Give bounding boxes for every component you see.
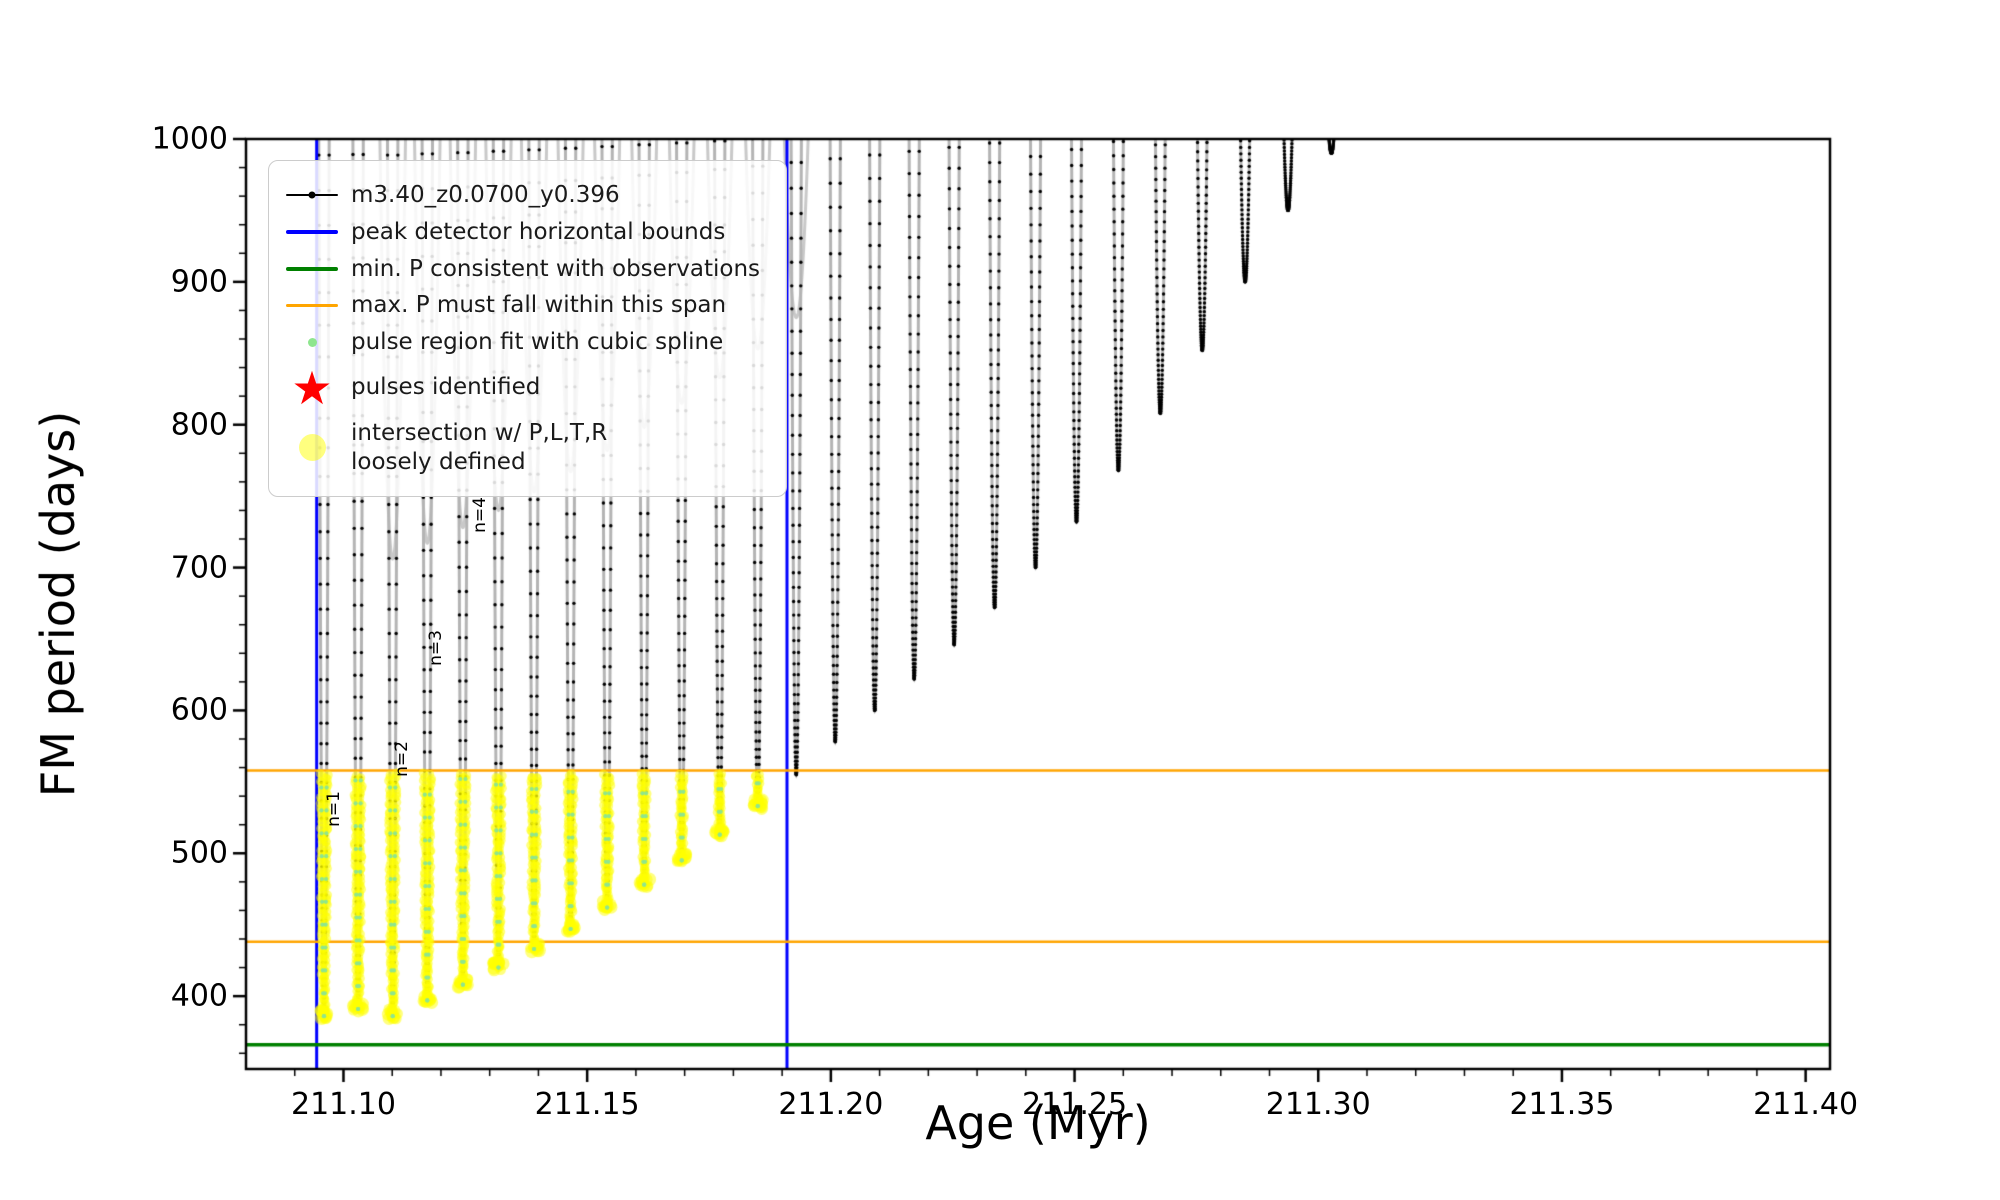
y-tick-label: 400 — [170, 978, 228, 1014]
x-tick-label: 211.40 — [1753, 1087, 1859, 1122]
legend-item-max-p: max. P must fall within this span — [283, 291, 760, 320]
green-line-marker — [283, 266, 341, 271]
x-tick-label: 211.25 — [1022, 1087, 1128, 1122]
legend-label: pulse region fit with cubic spline — [351, 329, 724, 355]
x-tick-label: 211.30 — [1265, 1087, 1371, 1122]
legend-item-track: m3.40_z0.0700_y0.396 — [283, 181, 760, 210]
blue-line-marker — [283, 230, 341, 235]
y-tick-label: 700 — [170, 550, 228, 586]
legend-line — [286, 304, 338, 308]
y-tick-label: 500 — [170, 835, 228, 871]
legend-dot — [308, 191, 316, 199]
legend-item-pulses: ★ pulses identified — [283, 365, 760, 411]
series-line-marker — [283, 191, 341, 199]
legend-label: min. P consistent with observations — [351, 255, 761, 282]
orange-line-marker — [283, 304, 341, 308]
legend-line — [286, 230, 338, 235]
legend-label: pulses identified — [351, 374, 541, 401]
pulse-annotation: n=1 — [323, 791, 344, 827]
x-tick-label: 211.15 — [534, 1087, 640, 1122]
star-glyph: ★ — [291, 360, 333, 415]
yellow-dot-marker — [283, 434, 341, 461]
star-icon: ★ — [283, 365, 341, 411]
legend-item-intersection: intersection w/ P,L,T,R loosely defined — [283, 419, 760, 477]
pulse-annotation: n=2 — [391, 741, 412, 777]
legend-item-spline: pulse region fit with cubic spline — [283, 328, 760, 357]
y-tick-label: 800 — [170, 407, 228, 443]
legend-item-peak-bounds: peak detector horizontal bounds — [283, 218, 760, 247]
legend-item-min-p: min. P consistent with observations — [283, 255, 760, 284]
x-tick-label: 211.20 — [778, 1087, 884, 1122]
x-tick-label: 211.10 — [290, 1087, 396, 1122]
x-axis-label: Age (Myr) — [925, 1096, 1151, 1150]
legend-label: m3.40_z0.0700_y0.396 — [351, 182, 620, 208]
legend-line — [286, 266, 338, 271]
y-tick-label: 600 — [170, 692, 228, 728]
pulse-annotation: n=3 — [426, 629, 447, 666]
legend-dot — [307, 337, 317, 347]
green-dot-marker — [283, 337, 341, 347]
x-tick-label: 211.35 — [1509, 1087, 1615, 1122]
legend: m3.40_z0.0700_y0.396 peak detector horiz… — [268, 160, 788, 498]
y-axis-label: FM period (days) — [31, 410, 85, 798]
y-tick-label: 900 — [170, 264, 228, 300]
legend-label: intersection w/ P,L,T,R loosely defined — [351, 419, 608, 475]
legend-label: max. P must fall within this span — [351, 292, 727, 319]
y-tick-label: 1000 — [151, 121, 228, 157]
legend-label: peak detector horizontal bounds — [351, 218, 726, 245]
pulse-annotation: n=4 — [469, 496, 490, 533]
legend-dot — [298, 434, 326, 461]
